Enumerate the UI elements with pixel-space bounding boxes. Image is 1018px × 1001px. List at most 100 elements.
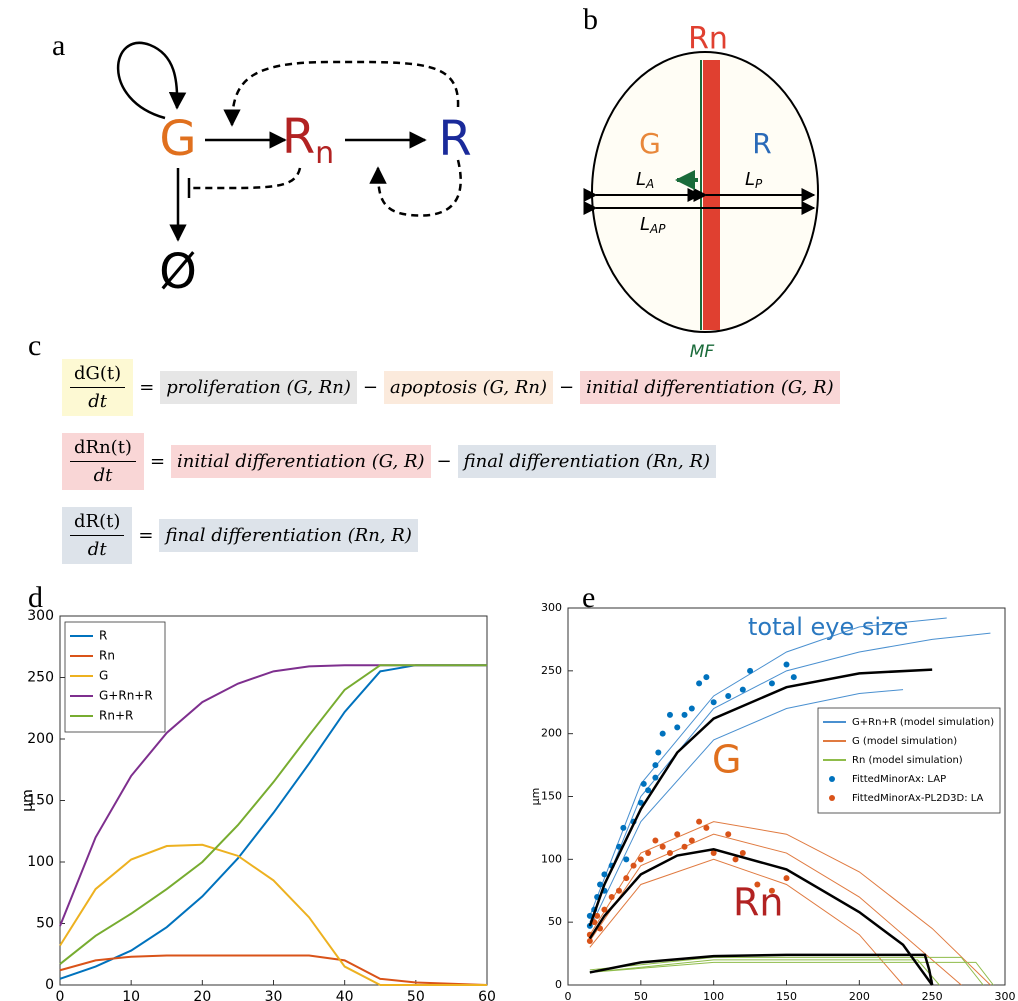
legend-marker (829, 776, 835, 782)
data-point (623, 875, 629, 881)
data-point (703, 674, 709, 680)
legend-label: G (model simulation) (852, 736, 957, 747)
data-point (682, 844, 688, 850)
data-point (616, 888, 622, 894)
annotation: G (712, 738, 741, 782)
x-tick-label: 250 (922, 990, 943, 1001)
x-tick-label: 20 (193, 989, 211, 1001)
y-tick-label: 150 (541, 790, 562, 803)
y-tick-label: 200 (541, 727, 562, 740)
numerator: dRn(t) (70, 437, 136, 462)
term: final differentiation (Rn, R) (159, 519, 417, 552)
equals: = (132, 525, 159, 546)
legend-label: Rn (99, 649, 115, 663)
x-tick-label: 60 (478, 989, 496, 1001)
x-tick-label: 200 (849, 990, 870, 1001)
panel-label: b (583, 3, 598, 36)
term: proliferation (G, Rn) (160, 371, 357, 404)
equation: dRn(t)dt=initial differentiation (G, R)−… (62, 430, 840, 492)
numerator: dR(t) (70, 511, 124, 536)
data-point (696, 680, 702, 686)
term: initial differentiation (G, R) (171, 445, 430, 478)
data-point (660, 844, 666, 850)
data-point (667, 850, 673, 856)
x-tick-label: 150 (776, 990, 797, 1001)
data-point (623, 856, 629, 862)
numerator: dG(t) (70, 363, 125, 388)
data-point (784, 875, 790, 881)
data-point (631, 863, 637, 869)
node-rn-text: R (282, 109, 315, 165)
la-sub: A (645, 177, 654, 191)
page: a b c d e G Rn R Ø Rn G R LA LP LAP MF 0… (0, 0, 1018, 1001)
data-point (641, 781, 647, 787)
data-point (696, 819, 702, 825)
legend-label: G (99, 669, 108, 683)
lap-sub: AP (649, 222, 666, 236)
fraction: dR(t)dt (62, 507, 132, 564)
legend-label: Rn+R (99, 709, 133, 723)
data-point (667, 712, 673, 718)
x-tick-label: 0 (56, 989, 65, 1001)
data-point (638, 856, 644, 862)
x-tick-label: 10 (122, 989, 140, 1001)
data-point (769, 680, 775, 686)
operator: − (357, 377, 384, 398)
equations: dG(t)dt=proliferation (G, Rn)−apoptosis … (62, 356, 840, 578)
node-empty: Ø (159, 244, 197, 300)
lp-sub: P (755, 177, 763, 191)
legend-label: G+Rn+R (model simulation) (852, 717, 994, 728)
data-point (791, 674, 797, 680)
y-tick-label: 100 (541, 852, 562, 865)
x-tick-label: 30 (265, 989, 283, 1001)
equation: dR(t)dt=final differentiation (Rn, R) (62, 504, 840, 566)
y-tick-label: 0 (45, 977, 54, 993)
data-point (740, 850, 746, 856)
y-axis-label: μm (529, 788, 542, 806)
lp-text: L (745, 169, 755, 190)
legend-label: FittedMinorAx: LAP (852, 774, 946, 785)
data-point (609, 894, 615, 900)
data-point (733, 856, 739, 862)
data-point (682, 712, 688, 718)
data-point (689, 837, 695, 843)
legend-marker (829, 795, 835, 801)
node-rn-sub: n (315, 136, 334, 171)
y-tick-label: 50 (548, 915, 562, 928)
data-point (660, 731, 666, 737)
operator: − (431, 451, 458, 472)
data-point (740, 687, 746, 693)
x-tick-label: 50 (634, 990, 648, 1001)
data-point (655, 750, 661, 756)
equation: dG(t)dt=proliferation (G, Rn)−apoptosis … (62, 356, 840, 418)
node-r: R (438, 111, 471, 167)
panel-label: c (28, 329, 41, 362)
data-point (601, 871, 607, 877)
y-tick-label: 300 (27, 608, 54, 624)
data-point (587, 938, 593, 944)
lap-text: L (640, 214, 650, 235)
y-tick-label: 0 (555, 978, 562, 991)
data-point (652, 775, 658, 781)
data-point (652, 837, 658, 843)
legend-label: G+Rn+R (99, 689, 153, 703)
g-label: G (639, 127, 661, 160)
data-point (725, 693, 731, 699)
r-label: R (752, 127, 771, 160)
y-tick-label: 300 (541, 601, 562, 614)
data-point (725, 831, 731, 837)
fraction: dG(t)dt (62, 359, 133, 416)
node-rn: Rn (282, 109, 334, 171)
term: apoptosis (G, Rn) (384, 371, 553, 404)
data-point (620, 825, 626, 831)
x-tick-label: 300 (995, 990, 1016, 1001)
annotation: Rn (733, 881, 784, 925)
data-point (674, 724, 680, 730)
operator: − (553, 377, 580, 398)
y-tick-label: 50 (36, 916, 54, 932)
data-point (689, 706, 695, 712)
fraction: dRn(t)dt (62, 433, 144, 490)
data-point (597, 881, 603, 887)
y-tick-label: 250 (541, 664, 562, 677)
data-point (674, 831, 680, 837)
